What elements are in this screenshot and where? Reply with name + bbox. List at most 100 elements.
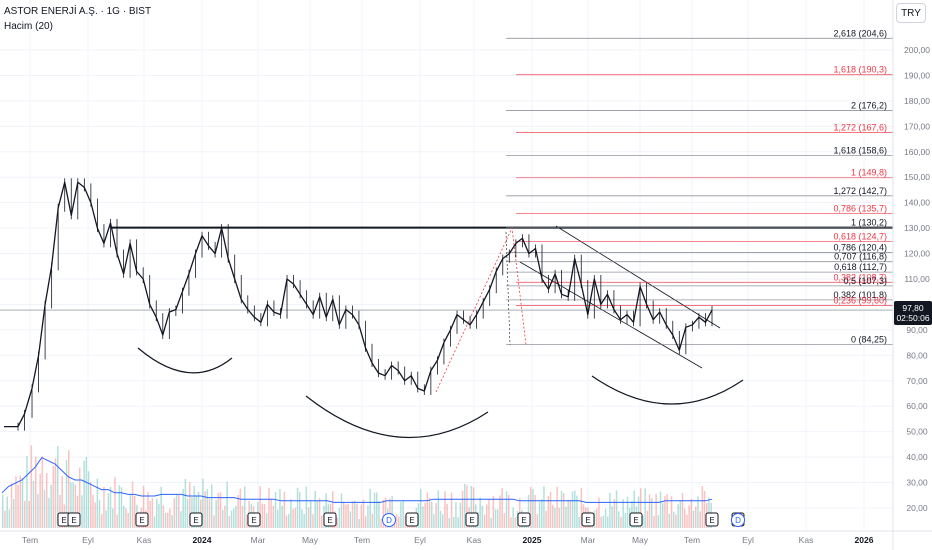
volume-bar-down: [61, 476, 63, 528]
volume-bar-down: [380, 518, 382, 528]
price-series: [4, 178, 713, 431]
volume-bar-up: [21, 478, 24, 528]
volume-bar-up: [376, 492, 378, 528]
fib-levels: 2,618 (204,6) 1,618 (190,3) 2 (176,2) 1,272…: [506, 28, 893, 345]
volume-bar-up: [316, 500, 319, 528]
volume-bar-up: [402, 500, 404, 528]
volume-bar-up: [32, 481, 35, 528]
price-line: [4, 181, 713, 428]
volume-bar-up: [43, 490, 46, 528]
last-price-value: 97,80: [902, 303, 924, 313]
volume-bar-down: [596, 508, 598, 528]
volume-bar-down: [336, 517, 338, 528]
price-tick-label: 70,00: [906, 376, 928, 386]
volume-bar-down: [94, 502, 96, 528]
volume-bar-up: [303, 514, 305, 528]
volume-bar-down: [580, 487, 583, 528]
volume-bar-up: [560, 490, 563, 528]
fib-level-label: 0,707 (116,8): [834, 252, 887, 262]
volume-bar-up: [457, 517, 459, 528]
price-tick-label: 200,00: [904, 45, 930, 55]
volume-bar-down: [699, 511, 701, 528]
volume-bar-up: [266, 513, 268, 528]
price-tick-label: 130,00: [904, 223, 930, 233]
volume-bar-down: [246, 514, 248, 528]
time-tick-label: Mar: [251, 535, 266, 545]
volume-bar-up: [160, 486, 162, 528]
volume-bar-down: [686, 514, 688, 528]
earnings-marker-label: E: [71, 516, 76, 525]
earnings-marker: [247, 512, 261, 527]
volume-bar-up: [109, 486, 112, 528]
volume-bar-up: [512, 507, 514, 528]
earnings-marker-label: E: [409, 516, 414, 525]
volume-bar-up: [574, 490, 576, 528]
volume-bar-up: [505, 491, 508, 528]
volume-bar-up: [624, 512, 627, 528]
volume-bar-up: [602, 516, 605, 528]
volume-bar-up: [481, 505, 484, 528]
volume-bar-down: [208, 498, 211, 528]
earnings-marker: [629, 512, 643, 527]
volume-bar-down: [552, 505, 554, 528]
volume-bar-up: [129, 494, 132, 528]
volume-bar-down: [569, 499, 572, 528]
volume-bar-down: [701, 486, 704, 528]
volume-indicator-label[interactable]: Hacim (20): [4, 21, 53, 32]
volume-bar-down: [514, 517, 517, 528]
volume-bar-up: [622, 499, 624, 528]
volume-bar-down: [382, 499, 385, 528]
price-tick-label: 20,00: [906, 503, 928, 513]
volume-bar-up: [118, 485, 121, 528]
fib-level-label: 0,786 (135,7): [833, 204, 887, 214]
volume-bar-down: [428, 497, 431, 528]
cup-arc: [591, 375, 744, 405]
volume-bar-up: [633, 490, 635, 528]
volume-bar-down: [534, 495, 536, 528]
volume-bar-up: [279, 488, 281, 528]
volume-bar-down: [530, 486, 532, 528]
volume-bar-down: [169, 508, 171, 528]
volume-bar-down: [398, 516, 400, 528]
earnings-marker: [517, 512, 531, 527]
volume-bar-down: [173, 498, 176, 528]
volume-bar-up: [354, 500, 356, 528]
volume-bar-up: [464, 483, 466, 528]
dividend-marker: [382, 513, 396, 527]
volume-bar-up: [112, 508, 114, 528]
volume-bar-up: [72, 482, 74, 528]
volume-bar-down: [318, 498, 321, 528]
price-tick-label: 50,00: [906, 427, 928, 437]
time-tick-label: Tem: [354, 535, 370, 545]
symbol-title[interactable]: ASTOR ENERJİ A.Ş. · 1G · BIST: [4, 6, 152, 17]
volume-bar-up: [527, 494, 530, 528]
volume-bar-up: [439, 510, 442, 528]
currency-button[interactable]: TRY: [896, 3, 926, 23]
volume-bar-down: [684, 508, 686, 528]
volume-bar-up: [206, 489, 209, 528]
volume-bar-down: [690, 498, 693, 528]
fib-level-label: 0,382 (108,7): [833, 272, 887, 282]
price-tick-label: 170,00: [904, 121, 930, 131]
volume-bar-up: [195, 495, 198, 528]
volume-bar-up: [182, 488, 184, 528]
volume-bar-down: [655, 493, 657, 528]
volume-bar-down: [620, 516, 622, 528]
earnings-marker-label: E: [61, 516, 66, 525]
volume-bar-down: [483, 514, 486, 528]
fib-level-label: 2 (176,2): [851, 101, 887, 111]
volume-bar-up: [349, 511, 352, 528]
volume-bar-down: [549, 491, 552, 528]
volume-bar-up: [373, 492, 376, 528]
volume-bar-down: [558, 507, 561, 528]
volume-bar-up: [193, 485, 195, 528]
volume-bar-down: [30, 445, 33, 528]
price-tick-label: 40,00: [906, 452, 928, 462]
volume-bar-up: [433, 514, 435, 528]
volume-bar-up: [50, 484, 52, 528]
volume-bar-down: [499, 495, 501, 528]
volume-bar-down: [343, 502, 345, 528]
volume-bar-down: [79, 467, 81, 528]
volume-bar-up: [48, 497, 50, 528]
